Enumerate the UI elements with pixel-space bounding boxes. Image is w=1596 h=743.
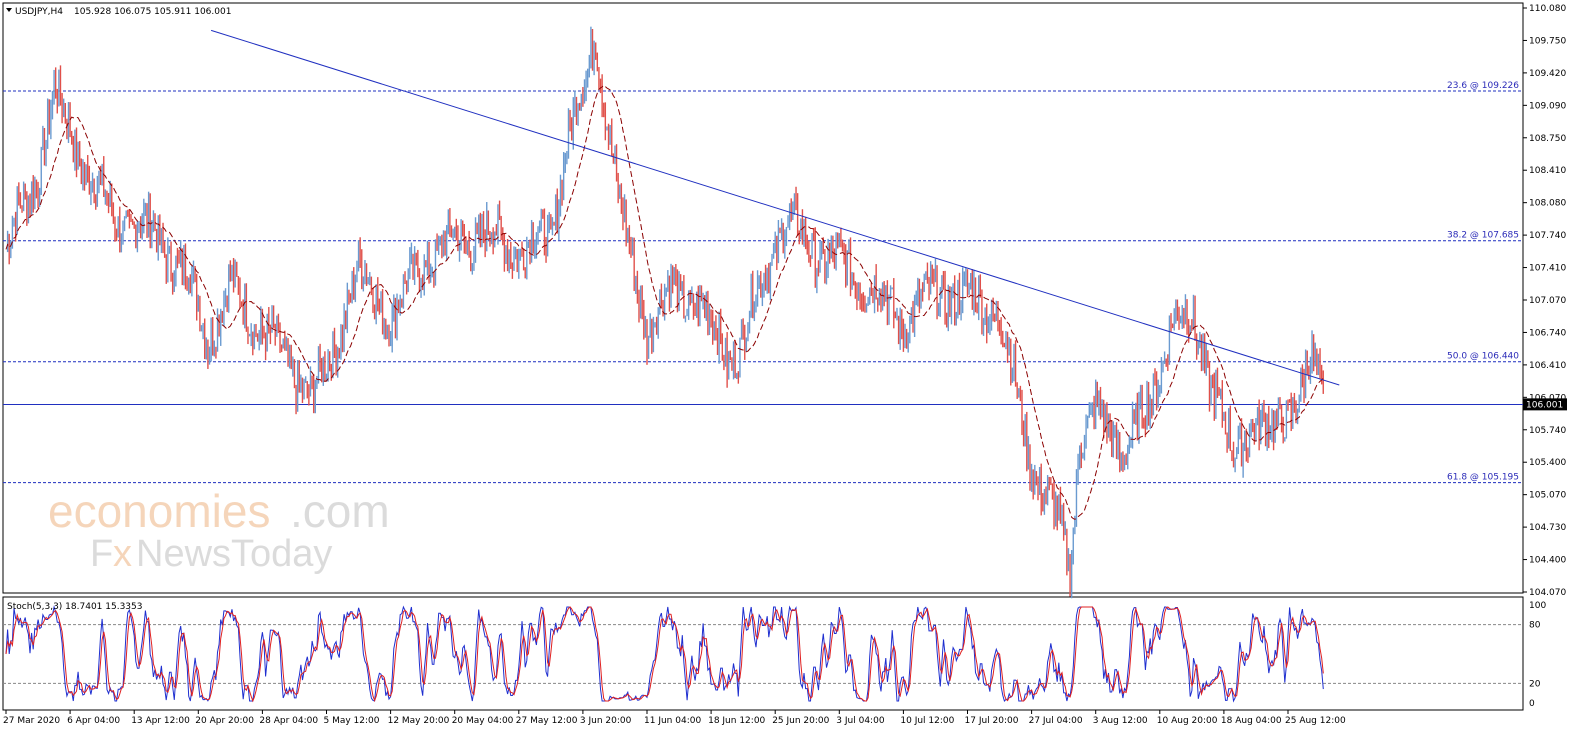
- x-tick-label: 27 Jul 04:00: [1029, 716, 1083, 726]
- x-tick-label: 3 Aug 12:00: [1093, 716, 1148, 726]
- stoch-tick-label: 80: [1529, 621, 1541, 631]
- x-tick-label: 25 Jun 20:00: [772, 716, 829, 726]
- x-tick-label: 18 Aug 04:00: [1221, 716, 1282, 726]
- y-tick-label: 107.410: [1529, 264, 1566, 274]
- x-axis: 27 Mar 2020 6 Apr 04:00 13 Apr 12:00 20 Apr…: [3, 710, 1346, 726]
- x-tick-label: 17 Jul 20:00: [965, 716, 1019, 726]
- y-tick-label: 106.410: [1529, 361, 1566, 371]
- stoch-tick-label: 100: [1529, 601, 1546, 611]
- fib-level-label: 50.0 @ 106.440: [1447, 352, 1519, 362]
- y-tick-label: 107.740: [1529, 231, 1566, 241]
- x-tick-label: 28 Apr 04:00: [259, 716, 318, 726]
- y-tick-label: 105.070: [1529, 491, 1566, 501]
- x-tick-label: 3 Jul 04:00: [836, 716, 885, 726]
- watermark: economies .com F x NewsToday: [48, 485, 390, 575]
- y-tick-label: 106.070: [1529, 393, 1566, 403]
- fib-level-label: 38.2 @ 107.685: [1447, 231, 1519, 241]
- stoch-k-line: [5, 605, 1324, 703]
- y-axis: 110.080 109.750 109.420 109.090 108.750 108.4…: [1523, 4, 1567, 598]
- y-tick-label: 105.740: [1529, 426, 1566, 436]
- x-tick-label: 12 May 20:00: [388, 716, 450, 726]
- stoch-label: Stoch(5,3,3) 18.7401 15.3353: [7, 602, 142, 612]
- y-tick-label: 108.750: [1529, 134, 1566, 144]
- y-tick-label: 109.750: [1529, 36, 1566, 46]
- y-tick-label: 110.080: [1529, 4, 1566, 14]
- trendline-layer: [210, 29, 1340, 386]
- watermark-dotcom: .com: [290, 485, 390, 537]
- watermark-x: x: [113, 533, 132, 575]
- price-tag: [1523, 398, 1567, 411]
- x-tick-label: 3 Jun 20:00: [580, 716, 632, 726]
- chart-header: USDJPY,H4 105.928 106.075 105.911 106.00…: [6, 7, 231, 17]
- x-tick-label: 11 Jun 04:00: [644, 716, 701, 726]
- fib-level-label: 61.8 @ 105.195: [1447, 473, 1519, 483]
- x-tick-label: 10 Aug 20:00: [1157, 716, 1218, 726]
- y-tick-label: 104.730: [1529, 523, 1566, 533]
- y-tick-label: 105.400: [1529, 458, 1566, 468]
- stoch-tick-label: 0: [1529, 699, 1535, 709]
- y-tick-label: 108.080: [1529, 199, 1566, 209]
- stoch-tick-label: 20: [1529, 679, 1541, 689]
- moving-average: [5, 84, 1324, 520]
- price-tag-label: 106.001: [1526, 400, 1563, 410]
- fib-level-label: 23.6 @ 109.226: [1447, 81, 1519, 91]
- main-panel-frame: [2, 2, 1524, 594]
- x-tick-label: 27 May 12:00: [516, 716, 578, 726]
- y-tick-label: 104.400: [1529, 556, 1566, 566]
- watermark-newstoday: NewsToday: [136, 533, 332, 575]
- x-tick-label: 25 Aug 12:00: [1285, 716, 1346, 726]
- ma-line: [5, 84, 1324, 520]
- x-tick-label: 18 Jun 12:00: [708, 716, 765, 726]
- y-tick-label: 107.070: [1529, 296, 1566, 306]
- y-tick-label: 109.090: [1529, 101, 1566, 111]
- stoch-panel-frame: [2, 596, 1524, 711]
- y-tick-label: 106.740: [1529, 328, 1566, 338]
- stoch-layer: 100 80 20 0: [3, 601, 1546, 709]
- y-tick-label: 109.420: [1529, 69, 1566, 79]
- candles: [6, 26, 1324, 599]
- symbol-label: USDJPY,H4: [15, 7, 63, 17]
- x-tick-label: 5 May 12:00: [324, 716, 380, 726]
- watermark-economies: economies: [48, 485, 270, 537]
- fib-levels: 23.6 @ 109.226 38.2 @ 107.685 50.0 @ 106.4…: [3, 81, 1523, 484]
- x-tick-label: 6 Apr 04:00: [67, 716, 120, 726]
- stoch-d-line: [5, 606, 1324, 703]
- y-tick-label: 104.070: [1529, 588, 1566, 598]
- x-tick-label: 13 Apr 12:00: [131, 716, 190, 726]
- ohlc-label: 105.928 106.075 105.911 106.001: [74, 7, 231, 17]
- x-tick-label: 20 May 04:00: [452, 716, 514, 726]
- x-tick-label: 27 Mar 2020: [3, 716, 60, 726]
- x-tick-label: 20 Apr 20:00: [195, 716, 254, 726]
- y-tick-label: 108.410: [1529, 166, 1566, 176]
- trendline: [210, 29, 1340, 386]
- watermark-f: F: [90, 533, 113, 575]
- collapse-triangle-icon[interactable]: [6, 8, 12, 12]
- x-tick-label: 10 Jul 12:00: [900, 716, 954, 726]
